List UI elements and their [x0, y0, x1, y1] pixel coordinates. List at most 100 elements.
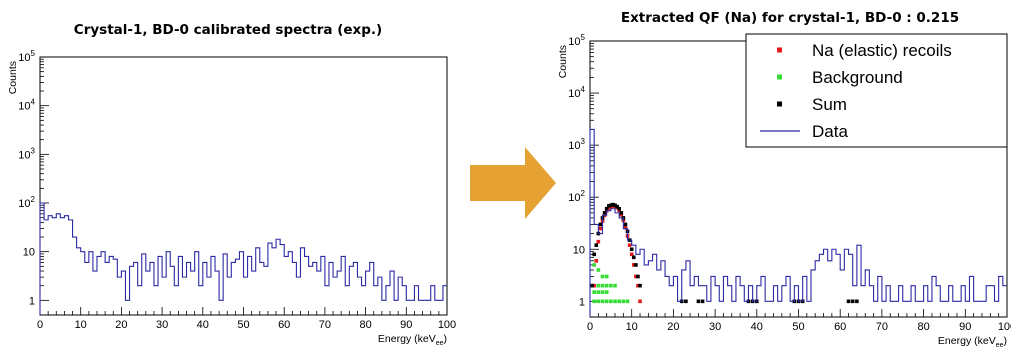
x-tick-label: 0: [37, 319, 43, 331]
legend-label: Background: [812, 68, 903, 87]
sum-marker: [696, 299, 701, 304]
background-marker: [600, 283, 605, 288]
y-axis-label: Counts: [557, 45, 569, 78]
background-marker: [613, 299, 617, 304]
y-tick-label: 1: [579, 296, 585, 308]
background-marker: [604, 283, 609, 288]
sum-marker: [615, 204, 619, 209]
background-marker: [596, 283, 601, 288]
na-elastic-recoils-marker: [592, 283, 596, 288]
sum-marker: [611, 202, 615, 207]
na-elastic-recoils-marker: [629, 252, 634, 257]
x-tick-label: 40: [751, 321, 763, 333]
na-elastic-recoils-marker: [634, 274, 638, 279]
background-marker: [604, 274, 609, 279]
y-tick-label: 103: [568, 137, 585, 152]
na-elastic-recoils-marker: [606, 206, 611, 210]
sum-marker: [631, 255, 636, 260]
background-marker: [617, 299, 621, 304]
background-marker: [592, 263, 596, 267]
sum-marker: [619, 211, 624, 215]
x-tick-label: 50: [237, 319, 249, 331]
sum-marker: [602, 211, 607, 215]
right-plot-area: 0102030405060708090100110102103104105Cou…: [557, 33, 1011, 349]
x-tick-label: 70: [319, 319, 331, 331]
sum-marker: [606, 204, 611, 208]
sum-marker: [617, 206, 621, 211]
y-tick-label: 102: [568, 189, 585, 204]
y-tick-label: 102: [18, 195, 35, 210]
sum-marker: [594, 243, 599, 247]
y-tick-label: 104: [568, 85, 585, 100]
x-tick-label: 20: [115, 319, 127, 331]
right-chart-title: Extracted QF (Na) for crystal-1, BD-0 : …: [621, 10, 959, 26]
x-tick-label: 10: [626, 321, 638, 333]
background-marker: [596, 290, 601, 294]
na-elastic-recoils-marker: [598, 226, 603, 231]
x-tick-label: 20: [667, 321, 679, 333]
legend-box: [745, 33, 1008, 148]
legend-swatch-marker: [777, 74, 782, 80]
x-tick-label: 90: [400, 319, 412, 331]
y-tick-label: 105: [568, 33, 585, 48]
sum-marker: [629, 247, 634, 252]
x-tick-label: 80: [359, 319, 371, 331]
background-marker: [625, 299, 630, 304]
sum-marker: [638, 283, 642, 288]
background-marker: [596, 268, 601, 272]
na-elastic-recoils-marker: [596, 239, 601, 244]
background-marker: [600, 290, 605, 294]
chart-left: Crystal-1, BD-0 calibrated spectra (exp.…: [7, 22, 456, 347]
data-histogram-line: [589, 128, 1007, 317]
background-marker: [600, 274, 605, 279]
x-tick-label: 40: [197, 319, 209, 331]
y-tick-label: 103: [18, 146, 35, 161]
na-elastic-recoils-marker: [631, 263, 636, 267]
sum-marker: [590, 283, 594, 288]
x-tick-label: 60: [834, 321, 846, 333]
sum-marker: [850, 299, 855, 304]
sum-marker: [592, 252, 596, 257]
legend: Na (elastic) recoils Background Sum Data: [745, 33, 1008, 148]
x-tick-label: 30: [156, 319, 168, 331]
y-axis-label: Counts: [7, 61, 19, 94]
background-marker: [609, 299, 613, 304]
sum-marker: [846, 299, 851, 304]
na-elastic-recoils-marker: [638, 299, 642, 304]
sum-marker: [634, 263, 638, 267]
x-axis-label: Energy (keVee): [938, 335, 1007, 349]
y-tick-label: 104: [18, 98, 35, 113]
background-marker: [621, 299, 626, 304]
sum-marker: [609, 203, 613, 208]
background-marker: [604, 290, 609, 294]
na-elastic-recoils-marker: [594, 259, 599, 263]
background-marker: [592, 299, 596, 304]
background-marker: [609, 283, 613, 288]
legend-label: Na (elastic) recoils: [812, 41, 952, 60]
y-tick-label: 105: [18, 49, 35, 64]
x-tick-label: 70: [876, 321, 888, 333]
y-tick-label: 10: [23, 247, 35, 259]
x-tick-label: 60: [278, 319, 290, 331]
background-marker: [600, 299, 605, 304]
background-marker: [613, 283, 617, 288]
x-tick-label: 30: [709, 321, 721, 333]
background-marker: [592, 290, 596, 294]
sum-marker: [700, 299, 705, 304]
na-elastic-recoils-marker: [627, 243, 632, 247]
sum-marker: [684, 299, 688, 304]
background-marker: [596, 299, 601, 304]
arrow-right-icon: [470, 147, 556, 219]
x-axis-label: Energy (keVee): [378, 333, 447, 347]
y-tick-label: 10: [573, 244, 585, 256]
chart-right: Extracted QF (Na) for crystal-1, BD-0 : …: [557, 10, 1011, 349]
legend-label: Sum: [812, 95, 847, 114]
sum-marker: [623, 222, 628, 227]
background-marker: [604, 299, 609, 304]
left-plot-area: 0 10 20 30 40 50 60 70 80 90 100110102103104105Cou…: [7, 49, 456, 347]
x-tick-label: 100: [998, 321, 1011, 333]
x-tick-label: 10: [75, 319, 87, 331]
legend-label: Data: [812, 122, 848, 141]
legend-swatch-marker: [777, 47, 782, 53]
